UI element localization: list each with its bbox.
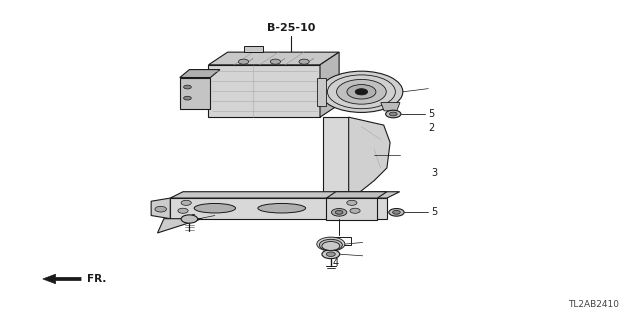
Bar xyxy=(328,237,351,245)
Ellipse shape xyxy=(194,204,236,213)
Circle shape xyxy=(347,200,357,205)
Circle shape xyxy=(355,89,367,95)
Circle shape xyxy=(322,242,340,251)
Bar xyxy=(170,198,387,219)
Text: 6: 6 xyxy=(189,214,195,224)
Circle shape xyxy=(155,206,166,212)
Text: 4: 4 xyxy=(333,258,339,268)
Bar xyxy=(326,198,378,220)
Circle shape xyxy=(350,208,360,213)
Circle shape xyxy=(326,252,335,256)
Bar xyxy=(323,117,349,200)
Text: FR.: FR. xyxy=(88,274,107,284)
Bar xyxy=(317,77,326,106)
Circle shape xyxy=(320,71,403,112)
Text: 1: 1 xyxy=(333,237,339,247)
Polygon shape xyxy=(381,103,400,111)
Ellipse shape xyxy=(258,204,306,213)
Circle shape xyxy=(184,85,191,89)
Circle shape xyxy=(181,200,191,205)
Circle shape xyxy=(181,215,198,223)
Circle shape xyxy=(347,84,376,99)
Polygon shape xyxy=(157,219,202,233)
Circle shape xyxy=(239,59,248,64)
Text: 2: 2 xyxy=(428,123,435,133)
Circle shape xyxy=(386,110,401,118)
Circle shape xyxy=(178,208,188,213)
Polygon shape xyxy=(349,117,390,200)
Polygon shape xyxy=(170,192,399,198)
Circle shape xyxy=(389,209,404,216)
Polygon shape xyxy=(151,198,170,219)
Text: 5: 5 xyxy=(431,207,438,217)
Circle shape xyxy=(270,59,280,64)
Circle shape xyxy=(332,209,347,216)
Text: 3: 3 xyxy=(431,168,438,178)
Polygon shape xyxy=(209,52,339,65)
Circle shape xyxy=(299,59,309,64)
Polygon shape xyxy=(43,274,81,284)
Bar xyxy=(244,46,262,52)
Circle shape xyxy=(335,211,343,214)
Text: 5: 5 xyxy=(428,109,435,119)
Bar xyxy=(209,65,320,117)
Text: B-25-10: B-25-10 xyxy=(267,23,316,33)
Polygon shape xyxy=(180,69,220,77)
Polygon shape xyxy=(320,52,339,117)
Circle shape xyxy=(322,250,340,259)
Polygon shape xyxy=(326,192,387,198)
Circle shape xyxy=(184,96,191,100)
Bar xyxy=(180,77,211,109)
Circle shape xyxy=(317,237,345,251)
Circle shape xyxy=(393,211,400,214)
Circle shape xyxy=(390,112,397,116)
Circle shape xyxy=(319,239,342,251)
Text: TL2AB2410: TL2AB2410 xyxy=(568,300,620,309)
Circle shape xyxy=(337,79,387,104)
